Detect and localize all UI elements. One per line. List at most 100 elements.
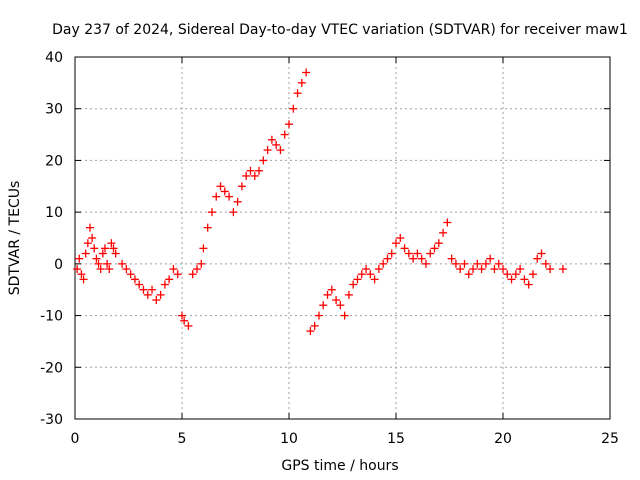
data-point (310, 321, 319, 330)
data-point (118, 259, 127, 268)
data-point (103, 259, 112, 268)
data-point (421, 259, 430, 268)
data-point (533, 254, 542, 263)
data-point (340, 311, 349, 320)
data-point (541, 259, 550, 268)
data-point (203, 223, 212, 232)
data-point (81, 249, 90, 258)
data-point (490, 265, 499, 274)
data-point (107, 239, 116, 248)
data-point (392, 239, 400, 248)
data-point (178, 311, 186, 320)
data-point (263, 146, 272, 155)
data-point (293, 89, 302, 98)
data-point (409, 254, 418, 263)
y-tick-label: 30 (45, 102, 63, 118)
data-point (165, 275, 174, 284)
data-point (96, 265, 105, 274)
data-point (229, 208, 238, 217)
data-point (169, 265, 178, 274)
data-point (327, 285, 336, 294)
y-axis-label: SDTVAR / TECUs (7, 181, 23, 296)
data-point (289, 104, 298, 113)
data-point (250, 171, 259, 180)
data-point (456, 265, 465, 274)
data-point (126, 270, 135, 279)
data-point (259, 156, 268, 165)
data-point (357, 270, 366, 279)
data-point (473, 259, 482, 268)
data-point (417, 254, 426, 263)
data-point (297, 78, 306, 87)
data-point (246, 166, 255, 175)
data-point (105, 265, 114, 274)
data-point (173, 270, 182, 279)
data-point (511, 270, 520, 279)
data-point (374, 265, 383, 274)
data-point (353, 275, 362, 284)
plot-frame (74, 56, 611, 420)
data-point (344, 290, 353, 299)
data-point (111, 249, 120, 258)
data-point (242, 171, 251, 180)
data-point (94, 259, 103, 268)
data-point (73, 265, 82, 274)
data-point (90, 244, 99, 253)
data-point (323, 290, 332, 299)
data-point (184, 321, 193, 330)
data-point (280, 130, 289, 139)
data-point (469, 265, 478, 274)
data-point (439, 228, 448, 237)
data-point (276, 146, 285, 155)
data-point (443, 218, 452, 227)
data-point (212, 192, 221, 201)
data-point (143, 290, 152, 299)
data-point (255, 166, 264, 175)
data-point (430, 244, 439, 253)
data-point (537, 249, 546, 258)
data-point (314, 311, 323, 320)
data-point (383, 254, 392, 263)
data-point (237, 182, 246, 191)
x-axis: 0 5 10 15 20 25 (71, 57, 619, 447)
x-tick-label: 15 (387, 431, 405, 447)
data-point (507, 275, 516, 284)
data-point (130, 275, 139, 284)
data-point (109, 244, 118, 253)
x-tick-label: 5 (178, 431, 187, 447)
data-points (73, 68, 567, 336)
chart-title: Day 237 of 2024, Sidereal Day-to-day VTE… (52, 22, 628, 38)
data-point (199, 244, 208, 253)
y-tick-label: -20 (40, 360, 63, 376)
data-point (520, 275, 529, 284)
data-point (404, 249, 413, 258)
data-point (207, 208, 216, 217)
data-point (267, 135, 276, 144)
data-point (302, 68, 311, 77)
data-point (379, 259, 388, 268)
data-point (332, 296, 341, 305)
data-point (499, 265, 507, 274)
data-point (152, 296, 161, 305)
data-point (494, 259, 503, 268)
data-point (447, 254, 456, 263)
data-point (98, 249, 107, 258)
data-point (192, 265, 201, 274)
data-point (156, 290, 165, 299)
data-point (451, 259, 460, 268)
data-point (139, 285, 148, 294)
y-tick-label: -30 (40, 412, 63, 428)
data-point (75, 254, 84, 263)
data-point (516, 265, 525, 274)
data-point (349, 280, 358, 289)
data-point (362, 265, 371, 274)
data-point (188, 270, 197, 279)
data-point (88, 234, 97, 242)
data-point (160, 280, 169, 289)
data-point (546, 265, 555, 274)
data-point (460, 259, 469, 268)
data-point (426, 249, 435, 258)
data-point (135, 280, 144, 289)
data-point (197, 259, 206, 268)
data-point (285, 120, 293, 129)
